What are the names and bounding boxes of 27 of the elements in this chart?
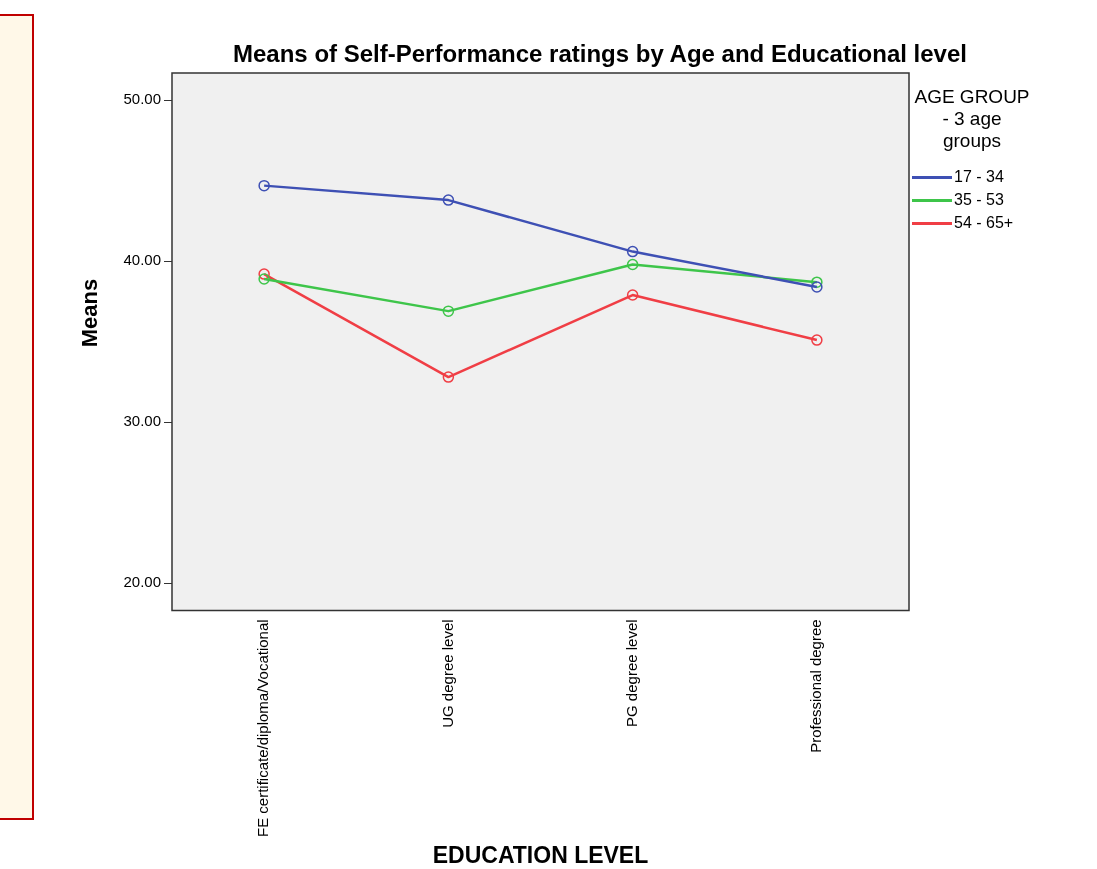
x-tick-label: FE certificate/diploma/Vocational	[254, 619, 272, 838]
legend-title: AGE GROUP - 3 age groups	[913, 86, 1031, 152]
x-tick-label: PG degree level	[622, 619, 640, 727]
point	[811, 281, 823, 293]
legend-label: 17 - 34	[954, 168, 1004, 187]
x-axis-title: EDUCATION LEVEL	[431, 842, 650, 869]
point	[442, 371, 455, 383]
point	[258, 179, 270, 192]
point	[811, 334, 823, 346]
point	[258, 273, 270, 285]
y-tick-label: 30.00	[123, 412, 161, 430]
point	[626, 289, 639, 301]
point	[626, 258, 639, 271]
chart-title: Means of Self-Performance ratings by Age and Educational level	[232, 40, 968, 68]
point	[442, 194, 455, 206]
x-tick-label: Professional degree	[807, 619, 825, 753]
point	[258, 268, 270, 280]
point	[811, 276, 823, 288]
point	[626, 245, 639, 258]
x-tick-label: UG degree level	[438, 619, 456, 728]
y-axis-title: Means	[77, 278, 104, 348]
y-tick-label: 40.00	[123, 251, 161, 269]
legend-label: 54 - 65+	[954, 214, 1014, 233]
point	[442, 305, 455, 317]
legend-label: 35 - 53	[954, 191, 1004, 210]
y-tick-label: 20.00	[123, 573, 161, 591]
y-tick-label: 50.00	[123, 90, 161, 108]
